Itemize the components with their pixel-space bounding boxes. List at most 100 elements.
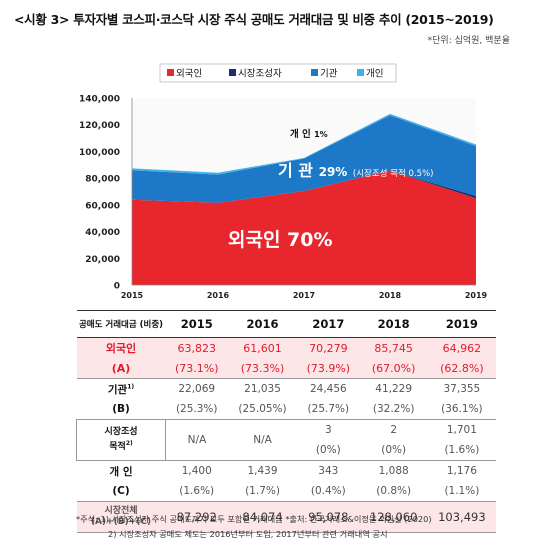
cell-value: 22,069 <box>165 378 228 399</box>
row-label: 외국인 <box>76 337 166 358</box>
cell-pct: (62.8%) <box>427 358 496 379</box>
cell-value: 41,229 <box>359 378 428 399</box>
cell-pct: (0%) <box>315 444 341 456</box>
row-label: 개 인 <box>76 460 166 481</box>
cell-value: 1,439 <box>227 460 298 481</box>
legend-swatch <box>229 69 236 76</box>
legend-swatch <box>311 69 318 76</box>
header-year: 2019 <box>427 310 496 338</box>
table-row-inst-pct: (B) (25.3%) (25.05%) (25.7%) (32.2%) (36… <box>77 399 497 420</box>
cell-value: 1,088 <box>359 460 428 481</box>
row-label: 시장조성 목적2) <box>76 419 166 461</box>
row-label-sub: (B) <box>112 403 130 415</box>
legend-label: 기관 <box>320 69 338 80</box>
cell-pct: (25.3%) <box>175 403 218 415</box>
x-tick-label: 2017 <box>293 291 315 300</box>
y-tick-label: 40,000 <box>85 228 120 238</box>
table-row-foreign: 외국인 63,823 61,601 70,279 85,745 64,962 <box>76 337 496 358</box>
legend-label: 시장조성자 <box>238 69 282 80</box>
cell-pct: (73.1%) <box>165 358 228 379</box>
cell-pct: (0.4%) <box>310 485 346 497</box>
row-label: 시장전체 (A)+(B)+(C) <box>76 501 166 533</box>
legend-swatch <box>167 69 174 76</box>
cell-pct: (73.3%) <box>227 358 298 379</box>
footnote-line: 2) 시장조성자 공매도 제도는 2016년부터 도입, 2017년부터 관련 … <box>108 529 388 539</box>
cell-value: N/A <box>227 419 298 461</box>
cell-pct: (25.05%) <box>238 403 287 415</box>
x-tick-label: 2019 <box>465 291 488 300</box>
cell-value: 1,176 <box>427 460 496 481</box>
cell-value: N/A <box>165 419 228 461</box>
annotation-foreign: 외국인 70% <box>228 229 333 251</box>
cell-value: 128,060 <box>359 501 428 533</box>
cell-value: 70,279 <box>297 337 360 358</box>
cell-pct: (25.7%) <box>307 403 350 415</box>
table-row-market-maker: 시장조성 목적2) N/A N/A 3 2 1,701 <box>76 419 496 461</box>
y-tick-label: 120,000 <box>79 121 120 131</box>
cell-pct: (32.2%) <box>372 403 415 415</box>
y-tick-label: 20,000 <box>85 255 120 265</box>
cell-value: 85,745 <box>359 337 428 358</box>
row-label-sub: (C) <box>112 485 130 497</box>
legend-swatch <box>357 69 364 76</box>
chart-legend: 외국인 시장조성자 기관 개인 <box>159 63 397 83</box>
y-tick-label: 60,000 <box>85 201 120 211</box>
x-tick-label: 2015 <box>121 291 144 300</box>
area-foreign <box>132 170 476 285</box>
cell-value: 21,035 <box>227 378 298 399</box>
data-table: 공매도 거래대금 (비중) 2015 2016 2017 2018 2019 외… <box>76 310 496 533</box>
y-tick-label: 140,000 <box>79 95 120 105</box>
y-tick-label: 80,000 <box>85 175 120 185</box>
legend-label: 외국인 <box>176 68 202 80</box>
table-row-inst: 기관1) 22,069 21,035 24,456 41,229 37,355 <box>76 378 496 399</box>
header-label: 공매도 거래대금 (비중) <box>76 310 166 338</box>
footnote-line: *주석: 1) 시장조성자 주식 공매도까지 모두 포함된 거래대금 *출처: … <box>76 514 432 524</box>
table-row-foreign-pct: (A) (73.1%) (73.3%) (73.9%) (67.0%) (62.… <box>76 358 496 379</box>
cell-value: 37,355 <box>427 378 496 399</box>
chart-annotations: 개 인 1% 기 관 29% (시장조성 목적 0.5%) 외국인 70% <box>228 128 433 251</box>
cell-value: 1,701 <box>427 419 496 440</box>
header-year: 2018 <box>359 310 428 338</box>
cell-value: 3 <box>297 419 360 440</box>
table-row-market-maker-pct: (0%) (0%) (1.6%) <box>77 440 497 461</box>
cell-value: 63,823 <box>165 337 228 358</box>
header-year: 2015 <box>165 310 228 338</box>
x-tick-label: 2018 <box>379 291 402 300</box>
legend-label: 개인 <box>366 69 383 80</box>
cell-value: 2 <box>359 419 428 440</box>
cell-pct: (1.1%) <box>444 485 480 497</box>
table-row-individual: 개 인 1,400 1,439 343 1,088 1,176 <box>76 460 496 481</box>
cell-pct: (1.6%) <box>179 485 215 497</box>
cell-value: 84,074 <box>227 501 298 533</box>
footnotes: *주석: 1) 시장조성자 주식 공매도까지 모두 포함된 거래대금 *출처: … <box>76 512 432 542</box>
cell-pct: (1.6%) <box>444 444 480 456</box>
table-header-row: 공매도 거래대금 (비중) 2015 2016 2017 2018 2019 <box>76 310 496 338</box>
cell-value: 95,078 <box>297 501 360 533</box>
cell-value: 343 <box>297 460 360 481</box>
header-year: 2017 <box>297 310 360 338</box>
row-label-sub: (A) <box>76 358 166 379</box>
cell-value: 87,292 <box>165 501 228 533</box>
row-label: 기관1) <box>76 378 166 399</box>
cell-value: 1,400 <box>165 460 228 481</box>
annotation-gigwan: 기 관 29% (시장조성 목적 0.5%) <box>278 161 433 180</box>
cell-pct: (0.8%) <box>376 485 412 497</box>
area-institution <box>132 115 476 203</box>
y-tick-label: 100,000 <box>79 148 120 158</box>
cell-pct: (67.0%) <box>359 358 428 379</box>
y-tick-label: 0 <box>114 282 120 292</box>
cell-value: 103,493 <box>427 501 496 533</box>
unit-note: *단위: 십억원, 백분율 <box>427 36 510 46</box>
cell-value: 64,962 <box>427 337 496 358</box>
header-year: 2016 <box>227 310 298 338</box>
cell-value: 24,456 <box>297 378 360 399</box>
cell-value: 61,601 <box>227 337 298 358</box>
x-axis: 2015 2016 2017 2018 2019 <box>121 284 488 300</box>
legend-box <box>159 63 397 83</box>
area-series <box>132 113 476 285</box>
y-axis: 0 20,000 40,000 60,000 80,000 100,000 120,000 1… <box>79 95 133 292</box>
table-row-total: 시장전체 (A)+(B)+(C) 87,292 84,074 95,078 128… <box>76 501 496 533</box>
annotation-gaein: 개 인 1% <box>290 128 328 140</box>
cell-pct: (1.7%) <box>245 485 280 497</box>
page-title: <시황 3> 투자자별 코스피·코스닥 시장 주식 공매도 거래대금 및 비중 … <box>14 12 494 27</box>
